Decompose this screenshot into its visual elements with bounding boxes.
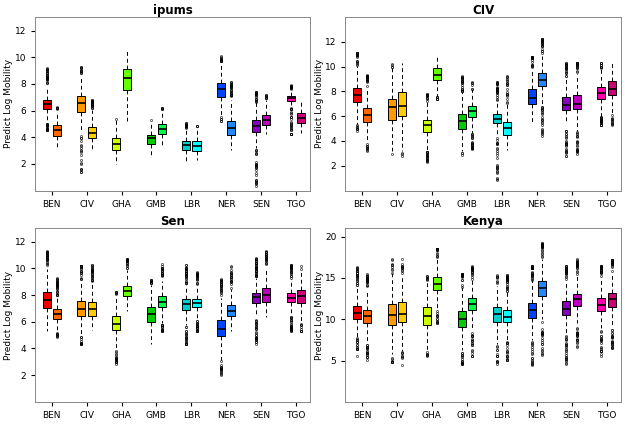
PathPatch shape bbox=[388, 304, 396, 325]
PathPatch shape bbox=[353, 306, 361, 319]
PathPatch shape bbox=[228, 120, 236, 134]
PathPatch shape bbox=[192, 142, 201, 151]
PathPatch shape bbox=[192, 298, 201, 307]
PathPatch shape bbox=[252, 293, 260, 304]
PathPatch shape bbox=[433, 68, 441, 80]
PathPatch shape bbox=[572, 294, 581, 307]
PathPatch shape bbox=[53, 310, 61, 319]
PathPatch shape bbox=[538, 281, 546, 296]
PathPatch shape bbox=[262, 114, 271, 125]
PathPatch shape bbox=[363, 108, 371, 122]
PathPatch shape bbox=[492, 114, 501, 123]
PathPatch shape bbox=[252, 120, 260, 132]
PathPatch shape bbox=[182, 141, 190, 150]
PathPatch shape bbox=[158, 296, 166, 307]
PathPatch shape bbox=[422, 120, 431, 132]
Title: ipums: ipums bbox=[153, 4, 192, 17]
PathPatch shape bbox=[562, 98, 571, 110]
PathPatch shape bbox=[262, 288, 271, 301]
PathPatch shape bbox=[492, 307, 501, 322]
PathPatch shape bbox=[388, 99, 396, 120]
PathPatch shape bbox=[298, 290, 305, 303]
PathPatch shape bbox=[528, 303, 536, 318]
PathPatch shape bbox=[112, 316, 121, 329]
PathPatch shape bbox=[598, 86, 606, 99]
PathPatch shape bbox=[468, 106, 476, 117]
PathPatch shape bbox=[148, 307, 155, 322]
PathPatch shape bbox=[572, 95, 581, 109]
PathPatch shape bbox=[562, 301, 571, 315]
Title: Sen: Sen bbox=[160, 215, 185, 229]
PathPatch shape bbox=[217, 320, 225, 336]
PathPatch shape bbox=[182, 299, 190, 310]
PathPatch shape bbox=[78, 301, 86, 316]
PathPatch shape bbox=[608, 293, 616, 307]
PathPatch shape bbox=[298, 113, 305, 123]
Y-axis label: Predict Log Mobility: Predict Log Mobility bbox=[314, 271, 324, 360]
PathPatch shape bbox=[53, 126, 61, 136]
PathPatch shape bbox=[538, 73, 546, 86]
PathPatch shape bbox=[468, 298, 476, 310]
Y-axis label: Predict Log Mobility: Predict Log Mobility bbox=[4, 271, 13, 360]
Y-axis label: Predict Log Mobility: Predict Log Mobility bbox=[4, 59, 13, 148]
PathPatch shape bbox=[78, 96, 86, 112]
PathPatch shape bbox=[287, 96, 295, 100]
Title: Kenya: Kenya bbox=[462, 215, 504, 229]
PathPatch shape bbox=[458, 311, 466, 326]
PathPatch shape bbox=[458, 114, 466, 129]
PathPatch shape bbox=[353, 88, 361, 103]
Title: CIV: CIV bbox=[472, 4, 494, 17]
PathPatch shape bbox=[598, 298, 606, 311]
PathPatch shape bbox=[503, 310, 511, 322]
PathPatch shape bbox=[503, 122, 511, 134]
PathPatch shape bbox=[228, 305, 236, 316]
PathPatch shape bbox=[88, 302, 96, 316]
PathPatch shape bbox=[398, 92, 406, 116]
Y-axis label: Predict Log Mobility: Predict Log Mobility bbox=[314, 59, 324, 148]
PathPatch shape bbox=[608, 81, 616, 95]
PathPatch shape bbox=[528, 89, 536, 103]
PathPatch shape bbox=[433, 277, 441, 290]
PathPatch shape bbox=[42, 293, 51, 308]
PathPatch shape bbox=[122, 285, 131, 296]
PathPatch shape bbox=[148, 135, 155, 144]
PathPatch shape bbox=[158, 124, 166, 134]
PathPatch shape bbox=[422, 307, 431, 325]
PathPatch shape bbox=[363, 310, 371, 323]
PathPatch shape bbox=[287, 293, 295, 302]
PathPatch shape bbox=[112, 137, 121, 150]
PathPatch shape bbox=[122, 69, 131, 90]
PathPatch shape bbox=[398, 302, 406, 322]
PathPatch shape bbox=[88, 127, 96, 138]
PathPatch shape bbox=[42, 100, 51, 109]
PathPatch shape bbox=[217, 83, 225, 97]
